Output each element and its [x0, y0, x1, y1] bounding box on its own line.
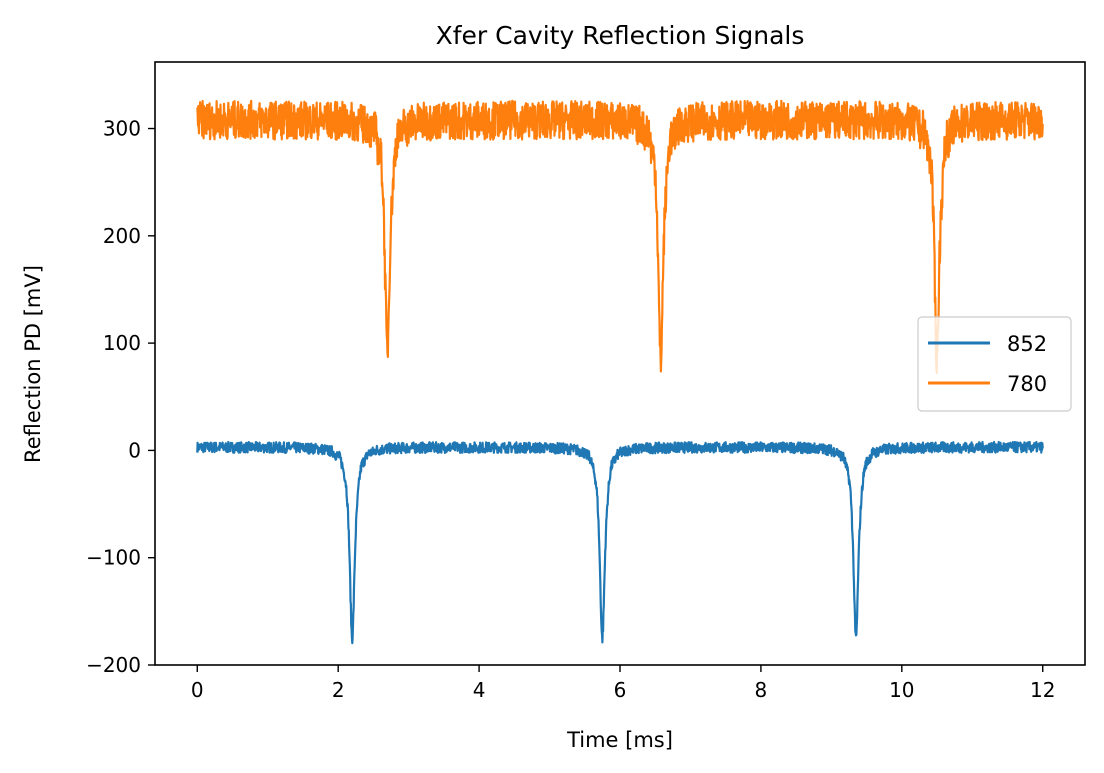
x-tick-label: 12: [1030, 678, 1055, 702]
series-layer: [196, 99, 1044, 645]
legend: 852 780: [917, 316, 1072, 412]
x-tick-label: 8: [755, 678, 768, 702]
y-axis: −200 −100 0 100 200 300: [86, 117, 155, 677]
y-tick-label: 300: [103, 117, 141, 141]
y-tick-label: −100: [86, 546, 141, 570]
y-tick-label: 100: [103, 331, 141, 355]
legend-label-852: 852: [1007, 332, 1047, 356]
x-axis-label: Time [ms]: [566, 728, 673, 752]
legend-box: [917, 316, 1072, 412]
x-tick-label: 0: [191, 678, 204, 702]
x-tick-label: 10: [889, 678, 914, 702]
x-axis: 0 2 4 6 8 10 12: [191, 665, 1055, 702]
x-tick-label: 4: [473, 678, 486, 702]
series-line-780: [196, 99, 1044, 375]
x-tick-label: 2: [332, 678, 345, 702]
y-tick-label: −200: [86, 653, 141, 677]
y-tick-label: 200: [103, 224, 141, 248]
series-line-852: [196, 440, 1044, 645]
y-tick-label: 0: [128, 438, 141, 462]
legend-label-780: 780: [1007, 372, 1047, 396]
y-axis-label: Reflection PD [mV]: [21, 265, 45, 463]
x-tick-label: 6: [614, 678, 627, 702]
chart-title: Xfer Cavity Reflection Signals: [436, 21, 805, 50]
